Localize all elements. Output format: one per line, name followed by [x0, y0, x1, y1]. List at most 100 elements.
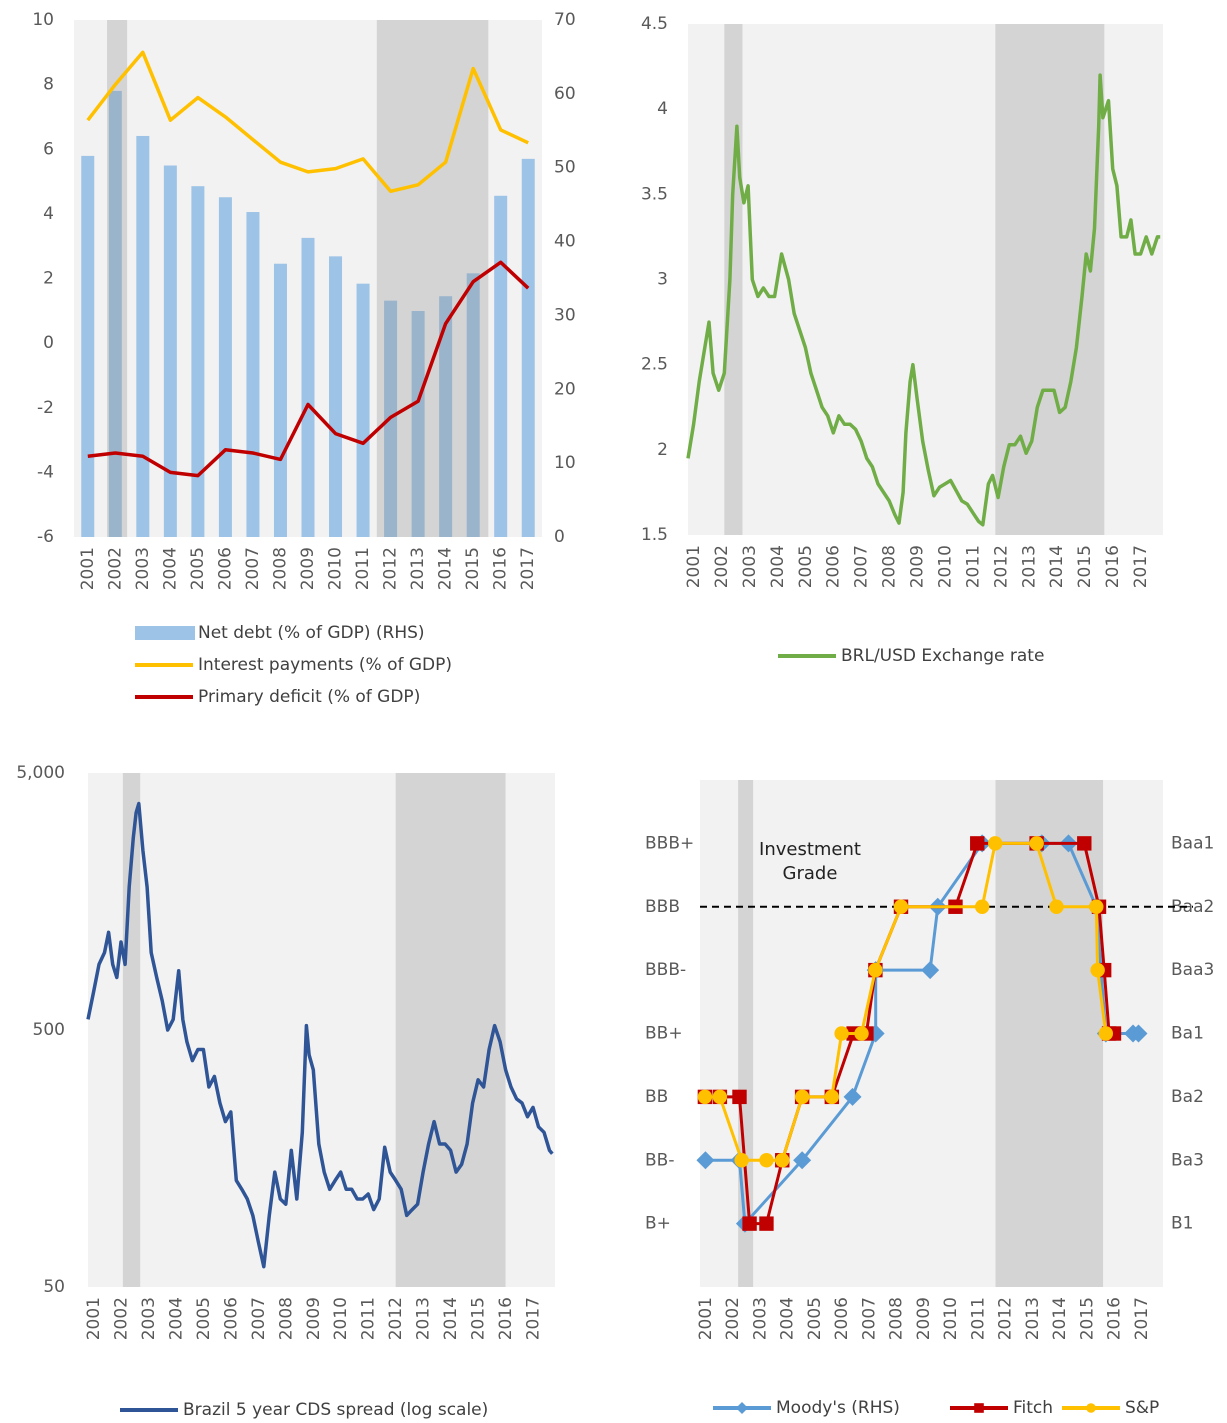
legend-label: Fitch: [1013, 1398, 1053, 1418]
y-tick-label: 10: [32, 10, 54, 30]
y2-tick-label: 0: [554, 527, 565, 547]
legend-label: Primary deficit (% of GDP): [198, 687, 420, 707]
x-tick-label: 2007: [249, 1297, 269, 1340]
x-tick-label: 2008: [270, 547, 290, 590]
y-tick-label: BBB+: [645, 833, 694, 853]
x-tick-label: 2010: [935, 545, 955, 588]
x-tick-label: 2012: [996, 1297, 1016, 1340]
x-tick-label: 2015: [1077, 1297, 1097, 1340]
marker: [893, 899, 909, 914]
bar: [246, 212, 260, 537]
annotation: Investment Grade: [759, 839, 861, 884]
x-tick-label: 2005: [796, 545, 816, 588]
y-tick-label: -2: [37, 398, 54, 418]
marker: [854, 1026, 869, 1041]
y-tick-label: 5,000: [16, 763, 65, 783]
x-tick-label: 2007: [859, 1297, 879, 1340]
bar: [218, 197, 232, 537]
marker: [970, 836, 985, 851]
marker: [759, 1216, 774, 1231]
marker: [734, 1153, 749, 1168]
y-tick-label: 3.5: [641, 184, 668, 204]
x-tick-label: 2001: [84, 1297, 104, 1340]
x-tick-label: 2007: [243, 547, 263, 590]
legend-swatch: [135, 626, 195, 640]
x-tick-label: 2014: [436, 547, 456, 590]
shaded-period: [995, 780, 1104, 1287]
x-tick-label: 2006: [824, 545, 844, 588]
x-tick-label: 2014: [1047, 545, 1067, 588]
y-tick-label: 2.5: [641, 355, 668, 375]
y-tick-label: BB+: [645, 1024, 683, 1044]
x-tick-label: 2008: [276, 1297, 296, 1340]
legend-label: Net debt (% of GDP) (RHS): [198, 623, 425, 643]
y-tick-label: B+: [645, 1214, 671, 1234]
x-tick-label: 2017: [1131, 545, 1151, 588]
x-tick-label: 2009: [914, 1297, 934, 1340]
y-tick-label: -6: [37, 527, 54, 547]
x-tick-label: 2009: [908, 545, 928, 588]
shaded-period: [395, 773, 506, 1287]
marker: [1098, 1026, 1114, 1041]
legend-label: BRL/USD Exchange rate: [841, 646, 1044, 666]
y-tick-label: -4: [37, 462, 54, 482]
x-tick-label: 2013: [1019, 545, 1039, 588]
marker: [696, 1151, 715, 1170]
y-tick-label: 2: [657, 440, 668, 460]
y-tick-label: BBB-: [645, 960, 686, 980]
x-tick-label: 2017: [1132, 1297, 1152, 1340]
x-tick-label: 2016: [496, 1297, 516, 1340]
x-tick-label: 2005: [188, 547, 208, 590]
series-line: [86, 801, 554, 1269]
marker: [775, 1153, 790, 1168]
marker: [988, 836, 1003, 851]
y-tick-label: 4: [43, 204, 54, 224]
y2-tick-label: Ba3: [1171, 1150, 1204, 1170]
x-tick-label: 2010: [326, 547, 346, 590]
x-tick-label: 2006: [221, 1297, 241, 1340]
x-tick-label: 2012: [991, 545, 1011, 588]
x-tick-label: 2002: [105, 547, 125, 590]
marker: [1129, 1024, 1148, 1043]
legend-marker: [1086, 1403, 1096, 1413]
bar: [411, 310, 425, 537]
x-tick-label: 2014: [1050, 1297, 1070, 1340]
marker: [742, 1216, 757, 1231]
y2-tick-label: Baa1: [1171, 833, 1214, 853]
plot-background: [700, 780, 1163, 1287]
x-tick-label: 2013: [1023, 1297, 1043, 1340]
marker: [697, 1089, 713, 1105]
y-tick-label: BB: [645, 1087, 668, 1107]
marker: [921, 961, 940, 980]
bar: [356, 283, 370, 537]
y-tick-label: 2: [43, 269, 54, 289]
series-line: [86, 50, 529, 194]
x-tick-label: 2006: [832, 1297, 852, 1340]
series-line: [87, 260, 530, 478]
y-tick-label: 1.5: [641, 525, 668, 545]
plot-background: [88, 773, 555, 1287]
shaded-period: [995, 24, 1105, 535]
marker: [732, 1089, 747, 1105]
x-tick-label: 2002: [723, 1297, 743, 1340]
x-tick-label: 2011: [968, 1297, 988, 1340]
legend-label: Interest payments (% of GDP): [198, 655, 452, 675]
marker: [759, 1153, 774, 1168]
legend-label: Brazil 5 year CDS spread (log scale): [183, 1400, 488, 1420]
x-tick-label: 2007: [852, 545, 872, 588]
bar: [81, 155, 95, 537]
marker: [793, 1151, 812, 1170]
x-tick-label: 2003: [750, 1297, 770, 1340]
y2-tick-label: 60: [554, 84, 576, 104]
y-tick-label: 0: [43, 333, 54, 353]
x-tick-label: 2001: [684, 545, 704, 588]
y-tick-label: 3: [657, 270, 668, 290]
legend-label: Moody's (RHS): [776, 1398, 900, 1418]
marker: [1090, 962, 1105, 978]
y2-tick-label: 30: [554, 305, 576, 325]
legend-label: S&P: [1125, 1398, 1159, 1418]
shaded-period: [724, 24, 743, 535]
shaded-period: [376, 20, 489, 537]
